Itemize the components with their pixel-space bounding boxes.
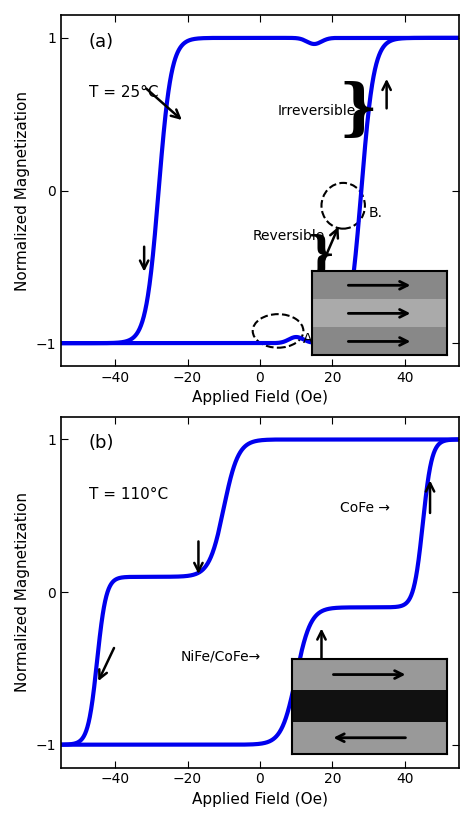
Text: CoFe →: CoFe →	[339, 501, 390, 515]
Text: Irreversible: Irreversible	[278, 104, 356, 118]
Y-axis label: Normalized Magnetization: Normalized Magnetization	[15, 492, 30, 692]
Text: NiFe/CoFe→: NiFe/CoFe→	[180, 649, 261, 663]
X-axis label: Applied Field (Oe): Applied Field (Oe)	[192, 390, 328, 405]
Text: (a): (a)	[89, 33, 114, 50]
Text: Reversible: Reversible	[253, 229, 325, 243]
Text: T = 110°C: T = 110°C	[89, 487, 168, 501]
Text: T = 25°C: T = 25°C	[89, 85, 158, 100]
Text: }: }	[338, 81, 377, 141]
X-axis label: Applied Field (Oe): Applied Field (Oe)	[192, 792, 328, 807]
Y-axis label: Normalized Magnetization: Normalized Magnetization	[15, 90, 30, 290]
Text: }: }	[307, 233, 336, 276]
Text: (b): (b)	[89, 434, 114, 452]
Text: A.: A.	[303, 331, 317, 345]
Text: B.: B.	[368, 206, 383, 220]
